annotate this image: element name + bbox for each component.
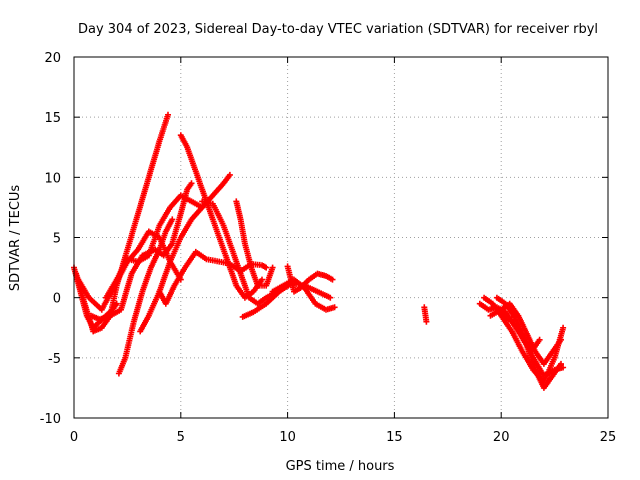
- x-axis-label: GPS time / hours: [286, 459, 395, 474]
- x-tick-label: 10: [279, 430, 296, 445]
- series-track-20: [498, 309, 567, 379]
- data-point: [558, 336, 564, 343]
- series-track-11: [233, 198, 276, 289]
- y-tick-label: 10: [44, 171, 61, 186]
- series-track-14: [284, 263, 336, 295]
- data-point: [165, 111, 171, 118]
- x-tick-label: 0: [70, 430, 78, 445]
- data-point: [226, 171, 233, 178]
- data-point: [329, 276, 336, 283]
- data-point: [560, 364, 567, 371]
- y-tick-label: 5: [53, 232, 61, 247]
- data-point: [423, 318, 430, 325]
- series-track-19: [493, 294, 543, 355]
- data-point: [259, 276, 265, 283]
- x-tick-label: 5: [177, 430, 185, 445]
- data-point: [536, 336, 543, 343]
- ticks: 0 5 10 15 20 25 -10 -5 0 5 10 15 20: [40, 51, 617, 445]
- series-track-15: [421, 304, 430, 325]
- x-tick-label: 15: [386, 430, 403, 445]
- y-tick-label: -5: [48, 352, 61, 367]
- y-tick-label: 20: [44, 51, 61, 66]
- data-point: [113, 300, 120, 307]
- data-point: [263, 264, 270, 271]
- series-track-5: [103, 192, 206, 301]
- data-point: [560, 324, 567, 331]
- chart-title: Day 304 of 2023, Sidereal Day-to-day VTE…: [78, 22, 598, 37]
- data-point: [188, 180, 195, 187]
- series-track-6: [115, 216, 176, 377]
- x-tick-label: 20: [493, 430, 510, 445]
- y-tick-label: -10: [40, 412, 61, 427]
- data-point: [327, 294, 334, 301]
- data-marks: [71, 111, 567, 391]
- y-tick-label: 15: [44, 111, 61, 126]
- data-point: [331, 304, 338, 311]
- data-point: [269, 264, 276, 271]
- y-axis-label: SDTVAR / TECUs: [8, 185, 23, 292]
- y-tick-label: 0: [53, 292, 61, 307]
- data-point: [169, 216, 176, 223]
- x-tick-label: 25: [600, 430, 617, 445]
